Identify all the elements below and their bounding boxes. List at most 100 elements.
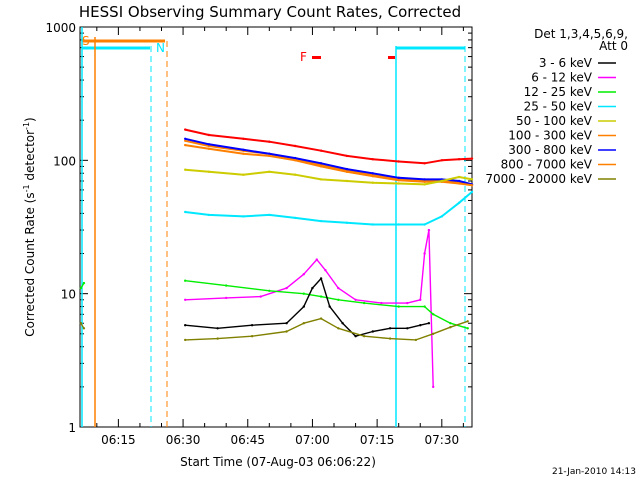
legend-title-line-2: Att 0 <box>599 39 628 53</box>
data-point-2-11 <box>432 313 435 316</box>
x-tick-label-4: 07:15 <box>360 433 395 447</box>
data-point-9-8 <box>397 160 400 163</box>
x-tick-label-0: 06:15 <box>101 433 136 447</box>
data-point-0-12 <box>406 327 409 330</box>
data-point-8-11 <box>414 338 418 342</box>
data-point-8-3 <box>216 337 219 340</box>
data-point-9-10 <box>440 159 443 162</box>
data-point-4-9 <box>423 183 426 186</box>
data-point-4-11 <box>457 175 461 179</box>
data-point-7-8 <box>397 179 400 182</box>
data-point-9-4 <box>294 144 297 148</box>
data-point-0-1 <box>216 327 219 330</box>
data-point-2-12 <box>449 322 452 325</box>
data-point-7-6 <box>345 170 349 173</box>
data-point-0-6 <box>319 277 323 280</box>
flare-label: F <box>300 50 307 64</box>
data-point-0-4 <box>302 305 305 308</box>
data-point-1-0 <box>184 298 187 301</box>
data-point-1-2 <box>259 295 262 298</box>
data-point-3-9 <box>423 223 426 226</box>
data-point-4-7 <box>371 181 374 184</box>
data-point-1-4 <box>302 273 305 276</box>
legend-label-2: 12 - 25 keV <box>524 85 593 99</box>
legend-label-4: 50 - 100 keV <box>516 114 593 128</box>
data-point-3-6 <box>345 221 349 224</box>
flare-bar-1 <box>312 56 321 59</box>
data-point-0-13 <box>419 324 422 327</box>
data-point-3-5 <box>319 219 323 223</box>
plot-frame <box>79 26 473 428</box>
x-tick-label-2: 06:45 <box>230 433 265 447</box>
data-point-2-5 <box>302 292 305 295</box>
timestamp: 21-Jan-2010 14:13 <box>552 467 636 477</box>
legend-label-8: 7000 - 20000 keV <box>485 172 592 186</box>
data-point-8-2 <box>184 338 187 342</box>
data-point-0-10 <box>371 330 374 333</box>
legend-label-6: 300 - 800 keV <box>508 143 592 157</box>
y-tick-label-2: 100 <box>53 154 76 168</box>
data-point-8-5 <box>285 330 288 333</box>
legend-label-7: 800 - 7000 keV <box>501 158 593 172</box>
data-point-1-9 <box>380 301 383 305</box>
data-point-4-2 <box>242 173 245 176</box>
data-point-7-1 <box>207 147 211 150</box>
data-point-8-14 <box>466 320 469 323</box>
data-point-2-1 <box>82 281 86 285</box>
data-point-8-7 <box>319 317 323 320</box>
data-point-3-2 <box>242 215 245 218</box>
data-point-4-1 <box>207 170 211 173</box>
data-point-9-3 <box>268 140 271 143</box>
data-point-2-7 <box>337 298 340 301</box>
data-point-6-7 <box>371 172 374 175</box>
data-point-8-4 <box>250 335 254 338</box>
data-point-4-4 <box>294 173 297 176</box>
data-point-3-4 <box>294 216 297 220</box>
series-line-8 <box>80 317 468 341</box>
data-point-3-11 <box>457 201 461 204</box>
data-point-9-9 <box>423 162 426 165</box>
x-tick-label-3: 07:00 <box>295 433 330 447</box>
data-point-0-9 <box>354 335 357 338</box>
data-point-2-9 <box>397 305 400 308</box>
legend-title-line-1: Det 1,3,4,5,6,9, <box>534 27 628 41</box>
night-label: N <box>156 41 165 55</box>
flare-bar-2 <box>388 56 395 59</box>
data-point-0-3 <box>285 322 288 325</box>
data-point-8-9 <box>363 335 366 338</box>
data-point-7-7 <box>371 175 374 178</box>
data-point-6-8 <box>397 176 400 179</box>
data-point-0-11 <box>388 327 392 330</box>
series-line-2 <box>80 280 468 329</box>
data-point-3-10 <box>440 215 443 218</box>
x-axis-label: Start Time (07-Aug-03 06:06:22) <box>180 455 376 469</box>
data-point-9-5 <box>319 149 323 152</box>
y-tick-label-3: 1000 <box>45 21 76 35</box>
data-point-1-10 <box>406 301 409 305</box>
data-point-4-6 <box>345 179 349 183</box>
data-point-4-3 <box>268 170 271 173</box>
chart-title: HESSI Observing Summary Count Rates, Cor… <box>79 3 461 21</box>
data-point-4-10 <box>440 179 443 183</box>
data-point-4-0 <box>184 168 187 171</box>
data-point-7-0 <box>184 143 187 147</box>
data-point-4-8 <box>397 182 400 185</box>
data-point-2-6 <box>319 295 323 298</box>
data-point-0-5 <box>311 286 314 290</box>
saa-label: S <box>82 34 90 48</box>
data-point-0-8 <box>341 322 344 325</box>
data-point-1-12 <box>423 252 426 255</box>
data-point-1-11 <box>419 298 422 301</box>
y-tick-label-0: 1 <box>68 421 76 435</box>
data-point-2-8 <box>363 301 366 305</box>
x-tick-label-5: 07:30 <box>425 433 460 447</box>
data-point-1-8 <box>354 298 357 301</box>
data-point-4-5 <box>319 178 323 181</box>
data-point-6-4 <box>294 156 297 160</box>
y-tick-label-1: 10 <box>61 288 76 302</box>
x-axis: 06:15 06:30 06:45 07:00 07:15 07:30 <box>96 27 464 447</box>
data-point-6-6 <box>345 167 349 171</box>
